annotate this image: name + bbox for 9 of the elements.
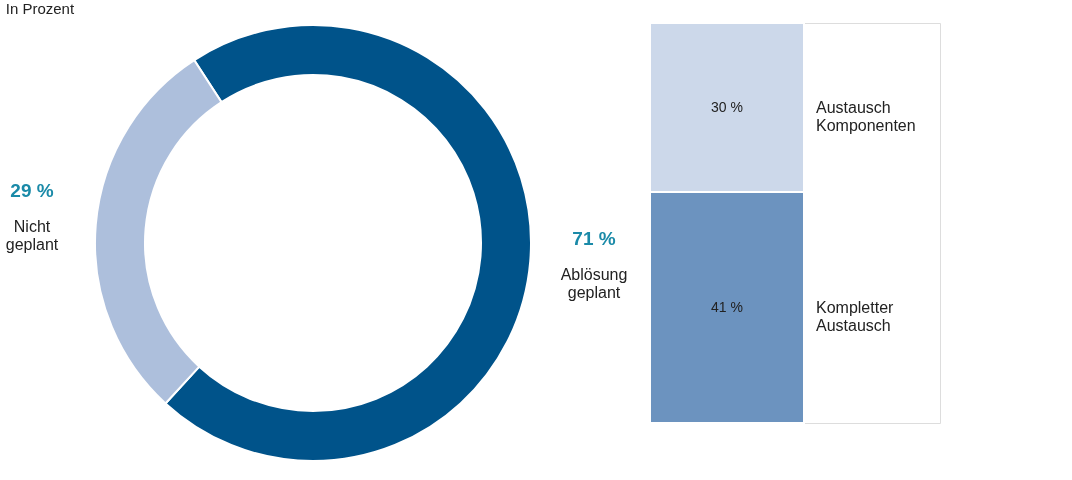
data-label: 30 % xyxy=(711,98,743,115)
slice-label: Nicht geplant xyxy=(5,218,59,254)
data-label: 41 % xyxy=(711,298,743,315)
slice-label: Ablösung geplant xyxy=(560,265,628,301)
chart-subtitle: In Prozent xyxy=(5,0,75,17)
data-label: 71 % xyxy=(572,227,616,249)
series-label: Kompletter Austausch xyxy=(816,298,895,334)
series-label: Austausch Komponenten xyxy=(816,98,916,134)
data-label: 29 % xyxy=(10,180,54,202)
